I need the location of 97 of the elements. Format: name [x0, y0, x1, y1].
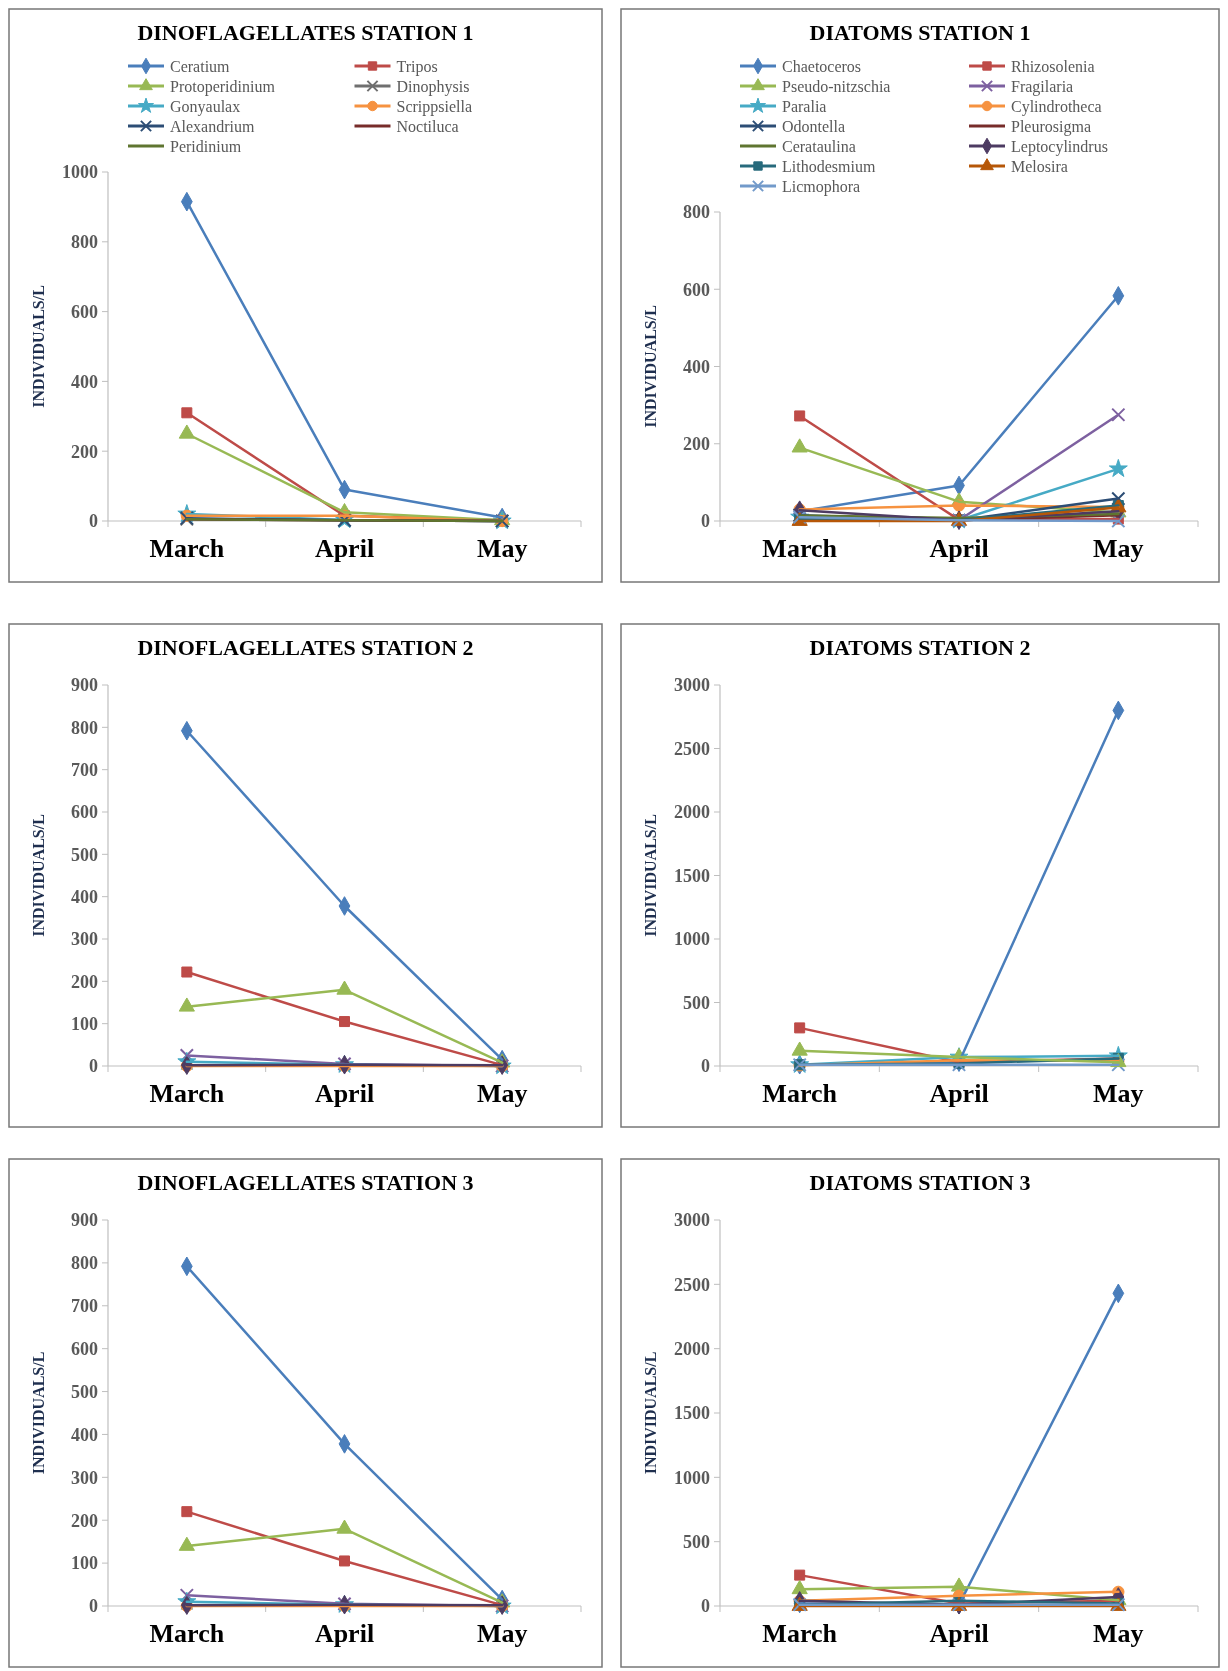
chart-title: DINOFLAGELLATES STATION 3: [137, 1170, 474, 1195]
y-tick-label: 400: [71, 886, 98, 907]
y-axis-title: INDIVIDUALS/L: [642, 305, 659, 428]
y-axis-title: INDIVIDUALS/L: [30, 814, 47, 937]
x-tick-label: April: [929, 1619, 989, 1648]
y-tick-label: 600: [71, 802, 98, 823]
y-tick-label: 0: [701, 511, 710, 532]
chart-title: DIATOMS STATION 3: [809, 1170, 1031, 1195]
legend-label: Dinophysis: [396, 77, 470, 96]
y-tick-label: 600: [683, 279, 710, 300]
x-tick-label: May: [476, 1079, 528, 1108]
y-tick-label: 500: [683, 1531, 710, 1552]
x-tick-label: March: [762, 534, 838, 563]
y-tick-label: 600: [71, 301, 98, 322]
chart-title: DINOFLAGELLATES STATION 2: [137, 635, 474, 660]
y-tick-label: 300: [71, 1467, 98, 1488]
y-tick-label: 2000: [674, 1338, 710, 1359]
y-tick-label: 2500: [674, 1274, 710, 1295]
x-tick-label: April: [929, 1079, 989, 1108]
legend-label: Licmophora: [782, 177, 861, 196]
y-tick-label: 100: [71, 1013, 98, 1034]
x-tick-label: May: [1093, 534, 1144, 563]
legend-label: Protoperidinium: [170, 77, 276, 96]
y-tick-label: 800: [71, 1253, 98, 1274]
legend-label: Leptocylindrus: [1011, 137, 1108, 156]
y-tick-label: 1500: [674, 1403, 710, 1424]
legend-label: Pseudo-nitzschia: [782, 77, 891, 95]
y-tick-label: 2500: [674, 738, 710, 759]
x-tick-label: March: [149, 534, 225, 563]
legend-label: Fragilaria: [1011, 77, 1074, 96]
y-tick-label: 200: [71, 1510, 98, 1531]
y-tick-label: 1000: [62, 162, 98, 183]
x-tick-label: March: [762, 1619, 838, 1648]
y-tick-label: 1000: [674, 1467, 710, 1488]
chart-title: DINOFLAGELLATES STATION 1: [137, 20, 474, 45]
y-tick-label: 700: [71, 759, 98, 780]
y-tick-label: 800: [71, 232, 98, 253]
y-tick-label: 1500: [674, 865, 710, 886]
y-tick-label: 200: [683, 434, 710, 455]
y-tick-label: 900: [71, 675, 98, 696]
y-axis-title: INDIVIDUALS/L: [642, 1351, 659, 1475]
y-tick-label: 500: [71, 1381, 98, 1402]
legend-label: Tripos: [396, 57, 438, 76]
y-tick-label: 0: [89, 1056, 98, 1077]
y-tick-label: 500: [71, 844, 98, 865]
y-tick-label: 0: [89, 1596, 98, 1617]
y-tick-label: 100: [71, 1553, 98, 1574]
y-tick-label: 400: [71, 371, 98, 392]
y-tick-label: 200: [71, 971, 98, 992]
x-tick-label: May: [476, 1619, 528, 1648]
y-axis-title: INDIVIDUALS/L: [30, 1351, 47, 1475]
y-tick-label: 3000: [674, 675, 710, 696]
legend-label: Scrippsiella: [396, 97, 473, 116]
legend-label: Ceratium: [170, 57, 231, 75]
x-tick-label: May: [1093, 1619, 1144, 1648]
legend-label: Peridinium: [170, 137, 242, 155]
legend-label: Chaetoceros: [782, 57, 862, 75]
legend-label: Gonyaulax: [170, 97, 241, 116]
x-tick-label: May: [476, 534, 528, 563]
legend-label: Alexandrium: [170, 117, 255, 135]
legend-label: Melosira: [1011, 157, 1068, 175]
y-tick-label: 400: [683, 356, 710, 377]
y-tick-label: 300: [71, 929, 98, 950]
y-tick-label: 0: [89, 511, 98, 532]
y-tick-label: 600: [71, 1338, 98, 1359]
x-tick-label: March: [762, 1079, 838, 1108]
y-tick-label: 1000: [674, 929, 710, 950]
legend-label: Pleurosigma: [1011, 117, 1091, 136]
y-tick-label: 0: [701, 1056, 710, 1077]
x-tick-label: March: [149, 1619, 225, 1648]
legend-label: Cerataulina: [782, 137, 856, 155]
y-tick-label: 700: [71, 1296, 98, 1317]
legend-label: Cylindrotheca: [1011, 97, 1102, 116]
x-tick-label: April: [314, 1619, 375, 1648]
legend-label: Paralia: [782, 97, 827, 115]
x-tick-label: April: [314, 534, 375, 563]
y-tick-label: 900: [71, 1210, 98, 1231]
x-tick-label: April: [314, 1079, 375, 1108]
x-tick-label: March: [149, 1079, 225, 1108]
y-axis-title: INDIVIDUALS/L: [642, 814, 659, 937]
y-tick-label: 0: [701, 1596, 710, 1617]
x-tick-label: May: [1093, 1079, 1144, 1108]
chart-title: DIATOMS STATION 2: [809, 635, 1031, 660]
y-axis-title: INDIVIDUALS/L: [30, 285, 47, 408]
y-tick-label: 3000: [674, 1210, 710, 1231]
y-tick-label: 800: [683, 202, 710, 223]
chart-title: DIATOMS STATION 1: [809, 20, 1031, 45]
y-tick-label: 200: [71, 441, 98, 462]
legend-label: Odontella: [782, 117, 846, 135]
x-tick-label: April: [929, 534, 989, 563]
y-tick-label: 500: [683, 992, 710, 1013]
legend-label: Noctiluca: [396, 117, 459, 135]
y-tick-label: 400: [71, 1424, 98, 1445]
legend-label: Lithodesmium: [782, 157, 876, 175]
legend-label: Rhizosolenia: [1011, 57, 1095, 75]
y-tick-label: 2000: [674, 802, 710, 823]
y-tick-label: 800: [71, 717, 98, 738]
